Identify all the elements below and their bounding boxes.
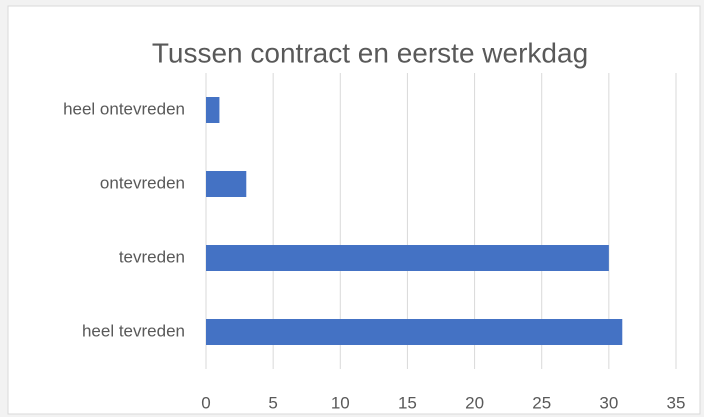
x-tick-label: 15: [398, 393, 417, 412]
chart-title: Tussen contract en eerste werkdag: [152, 37, 588, 68]
bar: [206, 319, 623, 345]
bar: [206, 171, 247, 197]
x-tick-label: 25: [532, 393, 551, 412]
x-tick-label: 35: [667, 393, 686, 412]
x-tick-label: 10: [331, 393, 350, 412]
x-tick-label: 20: [465, 393, 484, 412]
y-tick-label: ontevreden: [100, 173, 185, 192]
y-tick-label: tevreden: [119, 247, 185, 266]
bar: [206, 245, 609, 271]
x-tick-label: 30: [599, 393, 618, 412]
y-tick-label: heel tevreden: [82, 321, 185, 340]
bar: [206, 97, 220, 123]
x-tick-label: 5: [268, 393, 277, 412]
y-tick-label: heel ontevreden: [63, 99, 185, 118]
x-tick-label: 0: [201, 393, 210, 412]
chart-frame: [7, 5, 701, 415]
